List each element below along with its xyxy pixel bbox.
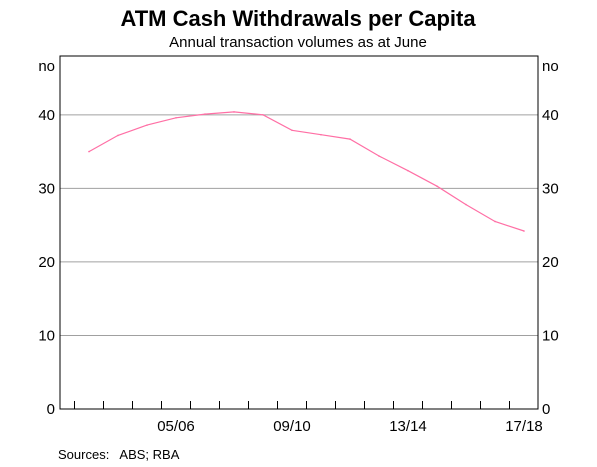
data-point [494,220,496,223]
y-tick-label-left: 40 [38,107,55,124]
y-axis-right: 0 10 20 30 40 [542,107,559,418]
series-line [88,111,525,232]
data-point [88,150,90,153]
data-point [233,111,235,113]
source-note: Sources: ABS; RBA [58,447,180,462]
y-tick-label-right: 20 [542,254,559,271]
data-point [436,185,438,187]
y-tick-label-right: 10 [542,327,559,344]
data-point [523,230,525,232]
x-tick-label: 09/10 [273,418,311,435]
x-axis-ticks [74,401,510,409]
y-tick-label-left: 0 [47,401,55,418]
y-tick-label-right: 40 [542,107,559,124]
series-layer [88,111,525,232]
data-point [117,134,119,137]
data-point [262,114,264,116]
data-point [407,169,409,172]
y-axis-left: 0 10 20 30 40 [38,107,55,418]
x-axis-labels: 05/06 09/10 13/14 17/18 [157,418,543,435]
chart-subtitle: Annual transaction volumes as at June [169,34,427,51]
x-tick-label: 05/06 [157,418,195,435]
y-unit-left: no [38,58,55,75]
y-tick-label-right: 30 [542,180,559,197]
data-point [291,129,293,132]
data-point [320,133,322,136]
data-point [146,124,148,126]
chart-title: ATM Cash Withdrawals per Capita [120,6,476,31]
plot-frame [59,55,539,410]
y-tick-label-left: 20 [38,254,55,271]
y-unit-right: no [542,58,559,75]
data-point [204,113,206,115]
x-tick-label: 13/14 [389,418,427,435]
y-tick-label-left: 30 [38,180,55,197]
x-tick-label: 17/18 [505,418,543,435]
y-tick-label-left: 10 [38,327,55,344]
y-tick-label-right: 0 [542,401,550,418]
data-point [465,203,467,206]
data-point [378,155,380,157]
data-point [349,138,351,140]
grid-lines [60,114,538,336]
data-point [175,116,177,119]
